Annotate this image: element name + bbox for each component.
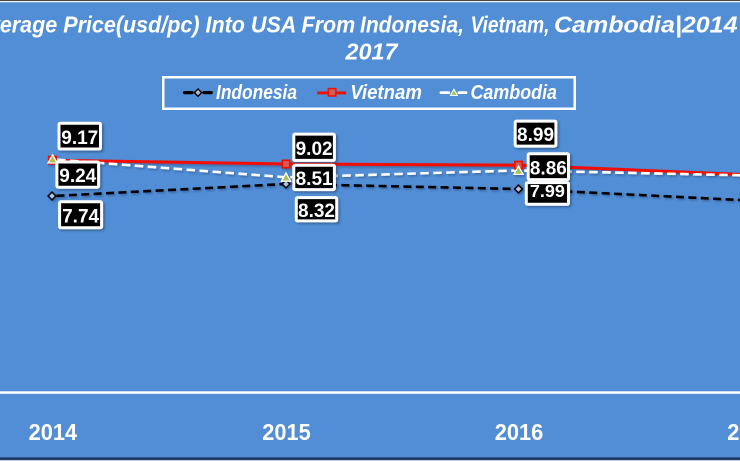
svg-text:9.02: 9.02 <box>296 139 333 160</box>
svg-text:2015: 2015 <box>262 419 311 445</box>
svg-text:8.99: 8.99 <box>517 125 554 146</box>
svg-text:Vietnam: Vietnam <box>350 82 422 104</box>
svg-text:9.17: 9.17 <box>61 128 98 149</box>
svg-text:8.51: 8.51 <box>296 169 333 190</box>
svg-text:8.86: 8.86 <box>530 158 567 179</box>
svg-text:2016: 2016 <box>495 419 544 445</box>
svg-text:Average Price(usd/pc) Into USA: Average Price(usd/pc) Into USA From <box>0 12 355 38</box>
svg-text:7.74: 7.74 <box>62 206 99 227</box>
svg-text:2014: 2014 <box>29 419 78 445</box>
svg-text:Vietnam,: Vietnam, <box>471 12 550 38</box>
svg-text:7.99: 7.99 <box>530 181 565 201</box>
svg-text:2017: 2017 <box>344 39 398 65</box>
svg-text:Indonesia,: Indonesia, <box>360 12 464 38</box>
svg-text:8.32: 8.32 <box>298 201 335 222</box>
svg-text:Indonesia: Indonesia <box>216 82 297 104</box>
svg-text:9.24: 9.24 <box>59 166 96 187</box>
svg-text:Cambodia: Cambodia <box>471 82 558 104</box>
svg-text:2017: 2017 <box>727 419 740 445</box>
svg-text:Cambodia|2014: Cambodia|2014 <box>554 12 738 38</box>
